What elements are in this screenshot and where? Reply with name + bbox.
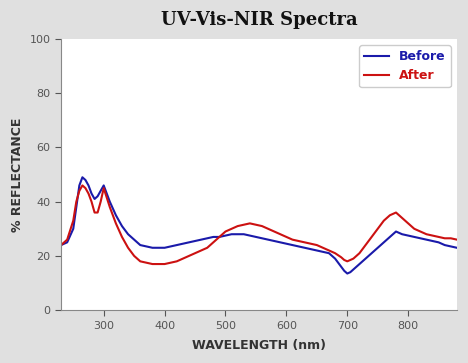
After [150, 262, 155, 266]
Before [344, 272, 350, 276]
After [186, 254, 192, 258]
After [58, 243, 64, 247]
Before [454, 246, 460, 250]
After [424, 232, 429, 236]
Before [58, 243, 64, 247]
Line: Before: Before [61, 177, 457, 274]
Before [405, 233, 411, 238]
X-axis label: WAVELENGTH (nm): WAVELENGTH (nm) [192, 339, 326, 352]
Line: After: After [61, 185, 457, 264]
Y-axis label: % REFLECTANCE: % REFLECTANCE [11, 117, 24, 232]
After [393, 210, 399, 215]
After [454, 237, 460, 242]
After [80, 183, 85, 188]
Before [80, 175, 85, 179]
Before [253, 235, 259, 239]
Before [424, 237, 429, 242]
Before [393, 229, 399, 234]
After [132, 254, 137, 258]
Title: UV-Vis-NIR Spectra: UV-Vis-NIR Spectra [161, 11, 357, 29]
Before [132, 237, 137, 242]
After [259, 224, 265, 228]
Legend: Before, After: Before, After [359, 45, 451, 87]
Before [180, 241, 186, 246]
After [405, 221, 411, 225]
